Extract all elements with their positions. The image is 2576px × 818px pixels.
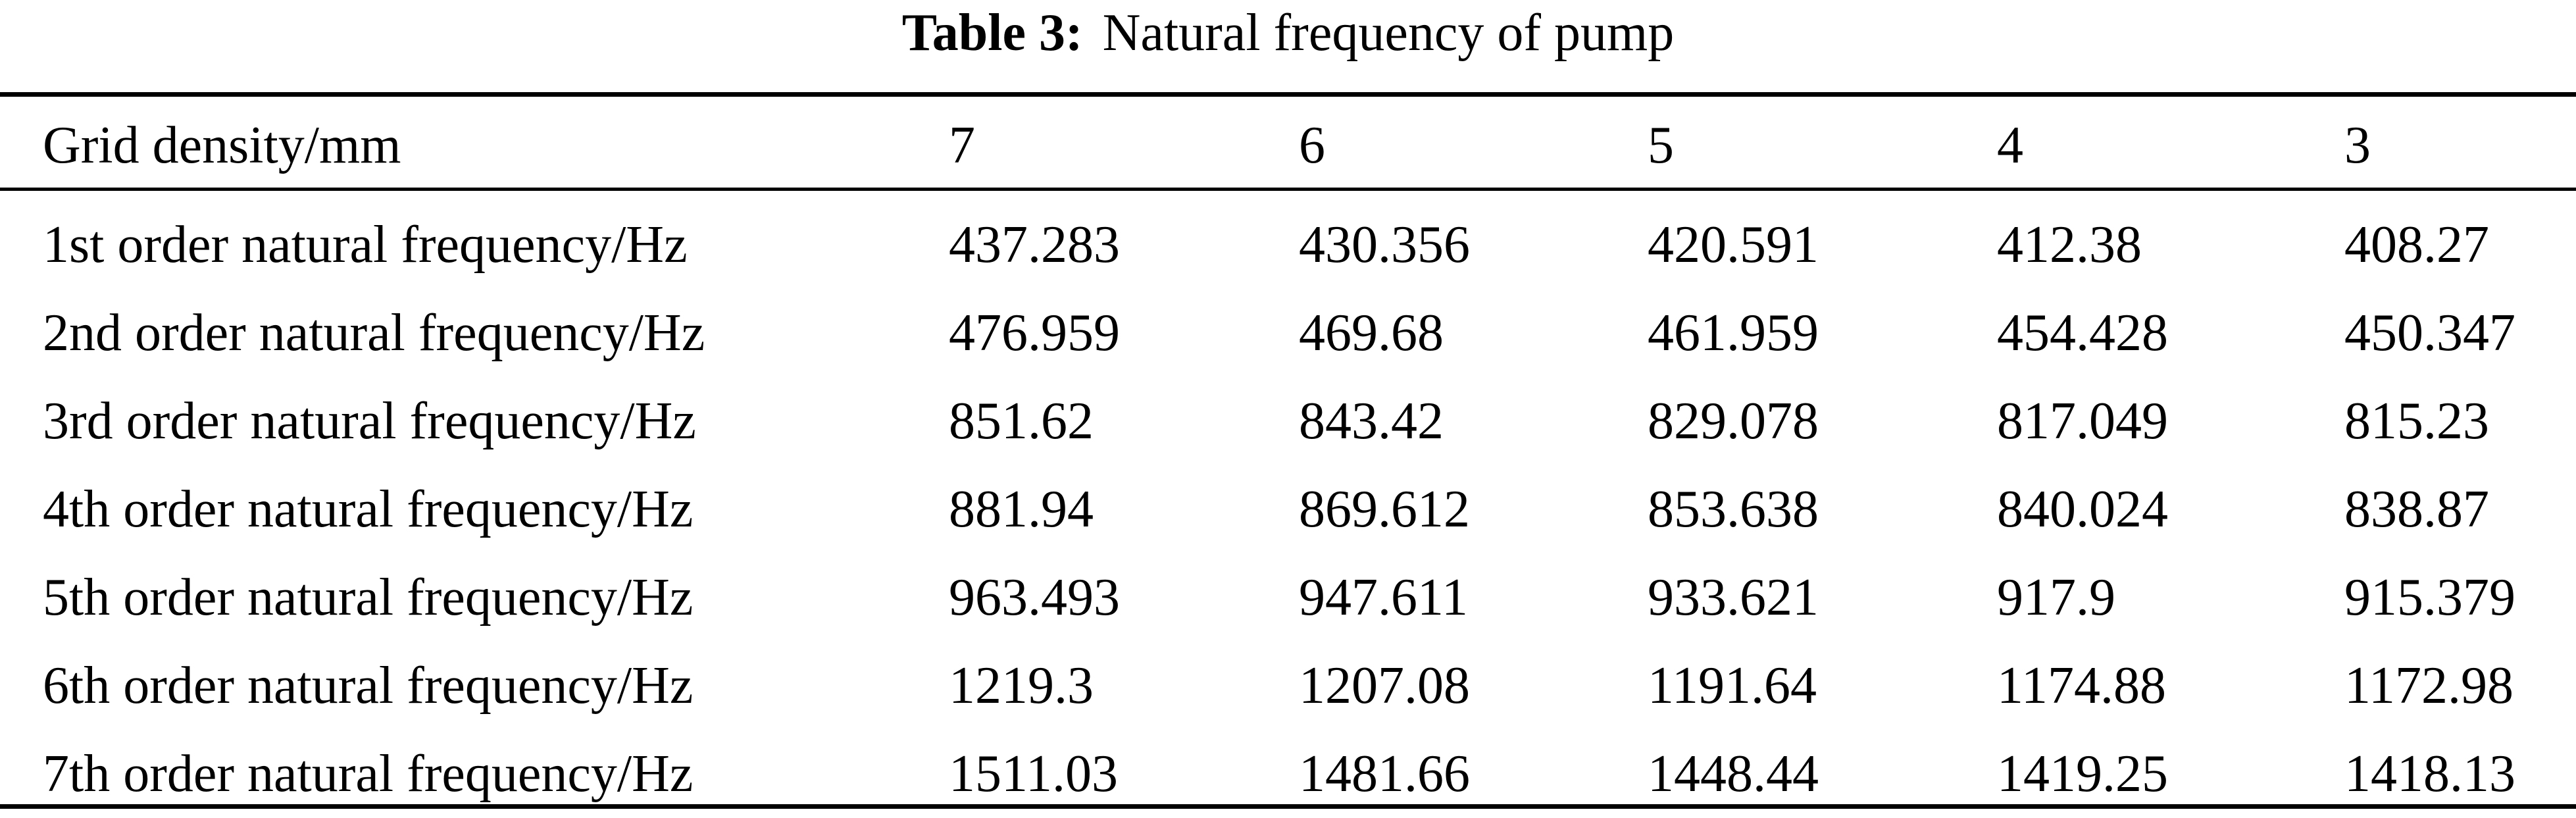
- table-cell: 476.959: [949, 303, 1120, 362]
- table-cell: 851.62: [949, 392, 1094, 450]
- table-cell: 437.283: [949, 215, 1120, 274]
- table-row: 2nd order natural frequency/Hz 476.959 4…: [0, 289, 2576, 377]
- row-label: 2nd order natural frequency/Hz: [43, 303, 705, 362]
- table-cell: 840.024: [1997, 480, 2168, 538]
- table-cell: 408.27: [2344, 215, 2489, 274]
- column-header-7: 7: [949, 116, 975, 174]
- table-cell: 420.591: [1648, 215, 1819, 274]
- table-caption: Table 3: Natural frequency of pump: [0, 0, 2576, 79]
- table-cell: 838.87: [2344, 480, 2489, 538]
- table-bottom-rule: [0, 804, 2576, 809]
- table-row: 7th order natural frequency/Hz 1511.03 1…: [0, 730, 2576, 818]
- table-cell: 461.959: [1648, 303, 1819, 362]
- table-row: 3rd order natural frequency/Hz 851.62 84…: [0, 377, 2576, 465]
- table-row: 4th order natural frequency/Hz 881.94 86…: [0, 465, 2576, 553]
- table-cell: 469.68: [1299, 303, 1444, 362]
- row-label: 3rd order natural frequency/Hz: [43, 392, 696, 450]
- table-cell: 1219.3: [949, 656, 1094, 715]
- table-cell: 454.428: [1997, 303, 2168, 362]
- table-caption-text: Natural frequency of pump: [1102, 4, 1675, 62]
- table-caption-label: Table 3:: [901, 4, 1083, 62]
- row-label: 6th order natural frequency/Hz: [43, 656, 694, 715]
- table-cell: 1191.64: [1648, 656, 1817, 715]
- row-label: 4th order natural frequency/Hz: [43, 480, 694, 538]
- column-header-6: 6: [1299, 116, 1325, 174]
- table-cell: 853.638: [1648, 480, 1819, 538]
- table-cell: 815.23: [2344, 392, 2489, 450]
- table-cell: 917.9: [1997, 568, 2115, 626]
- table-row: 5th order natural frequency/Hz 963.493 9…: [0, 553, 2576, 642]
- table-cell: 1448.44: [1648, 744, 1819, 803]
- table-cell: 947.611: [1299, 568, 1469, 626]
- table-header-rule: [0, 188, 2576, 191]
- row-label: 1st order natural frequency/Hz: [43, 215, 688, 274]
- table-cell: 933.621: [1648, 568, 1819, 626]
- table-top-rule: [0, 92, 2576, 97]
- column-header-3: 3: [2344, 116, 2371, 174]
- column-header-5: 5: [1648, 116, 1674, 174]
- table-cell: 412.38: [1997, 215, 2142, 274]
- table-row: 6th order natural frequency/Hz 1219.3 12…: [0, 642, 2576, 730]
- table-cell: 1481.66: [1299, 744, 1470, 803]
- table-cell: 915.379: [2344, 568, 2515, 626]
- table-cell: 1419.25: [1997, 744, 2168, 803]
- table-cell: 1172.98: [2344, 656, 2514, 715]
- table-cell: 817.049: [1997, 392, 2168, 450]
- table-cell: 1418.13: [2344, 744, 2515, 803]
- column-header-4: 4: [1997, 116, 2023, 174]
- column-header-grid-density: Grid density/mm: [43, 116, 401, 174]
- table-cell: 829.078: [1648, 392, 1819, 450]
- table-cell: 963.493: [949, 568, 1120, 626]
- table-cell: 1207.08: [1299, 656, 1470, 715]
- table-cell: 1174.88: [1997, 656, 2167, 715]
- table-cell: 843.42: [1299, 392, 1444, 450]
- table-cell: 450.347: [2344, 303, 2515, 362]
- table-row: 1st order natural frequency/Hz 437.283 4…: [0, 188, 2576, 289]
- natural-frequency-table: Grid density/mm 7 6 5 4 3 1st order natu…: [0, 103, 2576, 818]
- table-cell: 869.612: [1299, 480, 1470, 538]
- row-label: 5th order natural frequency/Hz: [43, 568, 694, 626]
- table-cell: 881.94: [949, 480, 1094, 538]
- table-cell: 430.356: [1299, 215, 1470, 274]
- table-header-row: Grid density/mm 7 6 5 4 3: [0, 103, 2576, 188]
- table-cell: 1511.03: [949, 744, 1119, 803]
- row-label: 7th order natural frequency/Hz: [43, 744, 694, 803]
